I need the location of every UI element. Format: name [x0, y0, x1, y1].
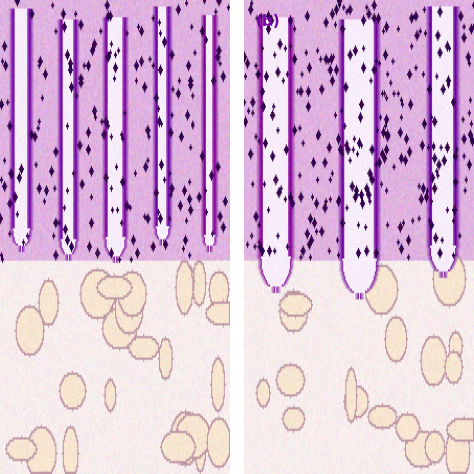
Text: (b): (b) — [255, 14, 280, 29]
